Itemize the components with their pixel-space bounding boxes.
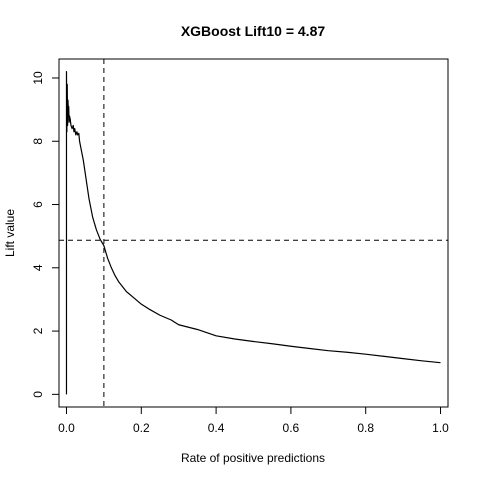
y-axis: 0 2 4 6 8 10 — [31, 71, 59, 398]
y-tick-label: 8 — [31, 138, 45, 145]
y-tick-label: 2 — [31, 327, 45, 334]
lift-curve-group — [65, 71, 441, 395]
x-tick-label: 0.8 — [357, 421, 374, 435]
plot-frame — [58, 58, 449, 408]
y-tick-label: 4 — [31, 264, 45, 271]
x-axis: 0.0 0.2 0.4 0.6 0.8 1.0 — [58, 407, 449, 435]
x-tick-label: 0.4 — [208, 421, 225, 435]
lift-curve — [65, 71, 441, 395]
x-tick-label: 1.0 — [432, 421, 449, 435]
y-axis-label: Lift value — [3, 209, 17, 257]
y-tick-label: 0 — [31, 391, 45, 398]
reference-lines — [59, 59, 448, 407]
y-tick-label: 6 — [31, 201, 45, 208]
y-tick-label: 10 — [31, 71, 45, 85]
x-tick-label: 0.0 — [58, 421, 75, 435]
x-tick-label: 0.6 — [283, 421, 300, 435]
x-axis-label: Rate of positive predictions — [181, 451, 325, 465]
chart-title: XGBoost Lift10 = 4.87 — [181, 23, 326, 39]
x-tick-label: 0.2 — [133, 421, 150, 435]
